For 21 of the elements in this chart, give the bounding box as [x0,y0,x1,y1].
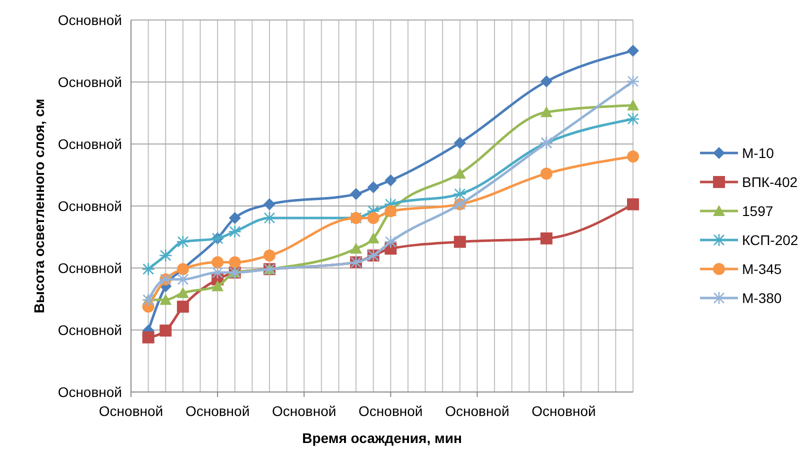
legend-label: М-380 [742,290,782,306]
text: Основной [58,198,122,214]
text: Основной [58,384,122,400]
legend-label: ВПК-402 [742,174,798,190]
x-tick-label: Основной [185,403,250,419]
text: Основной [58,136,122,152]
legend-label: М-10 [742,144,774,161]
text: Основной [58,74,122,90]
legend-label: КСП-202 [742,232,798,248]
legend-label: М-345 [742,260,782,277]
legend-label: 1597 [742,202,774,219]
text: Основной [58,260,122,276]
y-axis-title: Высота осветленного слоя, см [31,98,47,314]
text: Основной [58,322,122,338]
text: Основной [58,12,122,28]
x-tick-label: Основной [272,403,336,419]
x-tick-label: Основной [445,403,510,419]
x-axis-title: Время осаждения, мин [302,430,462,446]
x-tick-label: Основной [532,403,596,419]
x-tick-label: Основной [98,403,164,419]
x-tick-label: Основной [358,403,423,419]
